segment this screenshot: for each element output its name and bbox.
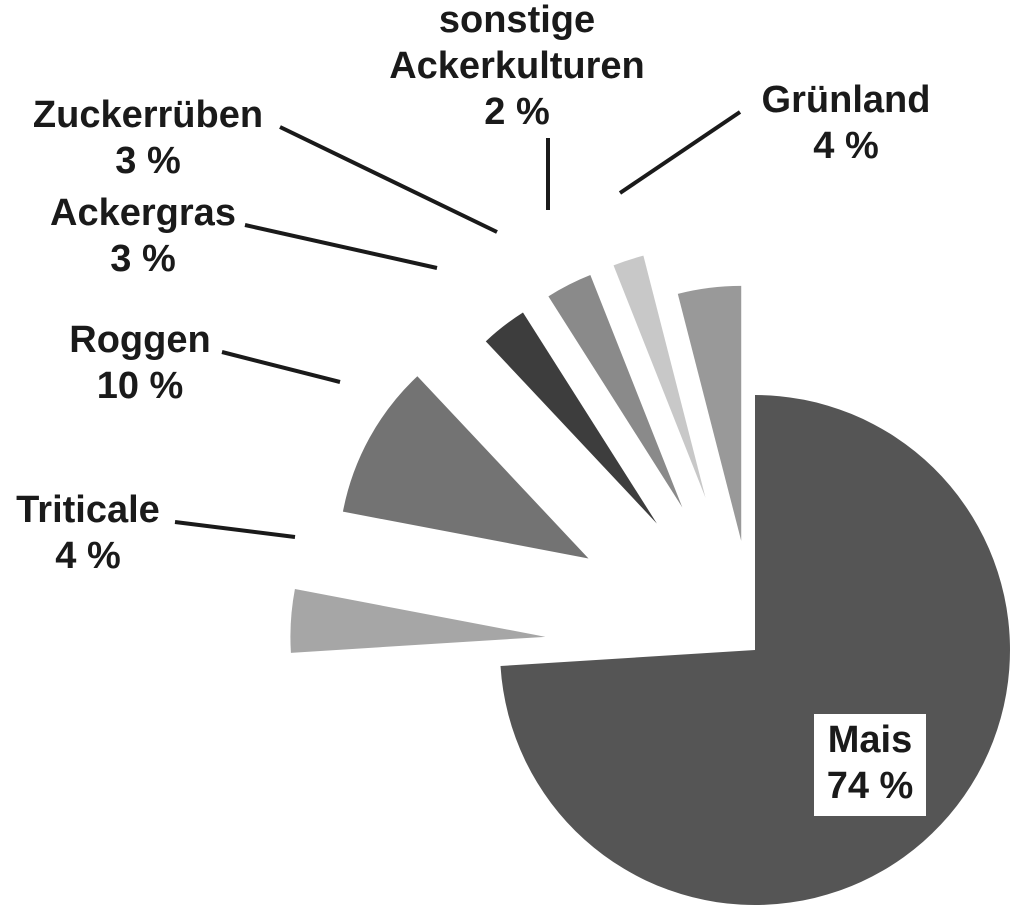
- slice-name-label: Roggen: [69, 319, 210, 361]
- leader-lines: [174, 110, 742, 539]
- pie-slice-roggen: [342, 376, 589, 559]
- slice-name-label: Grünland: [762, 79, 931, 121]
- pie-slice-mais: [500, 395, 1011, 905]
- slice-percent-label: 4 %: [55, 535, 120, 577]
- leader-line: [279, 125, 498, 234]
- slice-name-label: Triticale: [16, 489, 160, 531]
- slice-name-label: sonstige: [439, 0, 595, 41]
- slice-percent-label: 3 %: [110, 238, 175, 280]
- slice-percent-label: 4 %: [813, 125, 878, 167]
- label-box: [814, 714, 926, 816]
- slice-percent-label: 3 %: [115, 140, 180, 182]
- pie-slice-triticale: [290, 589, 546, 653]
- slice-percent-label: 74 %: [827, 765, 914, 807]
- leader-line: [244, 223, 438, 270]
- slice-name-label: Zuckerrüben: [33, 94, 263, 136]
- leader-line: [221, 350, 341, 384]
- slice-name-label: Ackergras: [50, 192, 236, 234]
- pie-slice-ackergras: [485, 312, 657, 524]
- slice-percent-label: 2 %: [484, 91, 549, 133]
- pie-slice-sonstige-ackerkulturen: [613, 255, 706, 498]
- slice-percent-label: 10 %: [97, 365, 184, 407]
- pie-slice-zuckerr-ben: [548, 274, 683, 508]
- leader-line: [618, 110, 742, 195]
- leader-line: [174, 520, 296, 539]
- slice-name-label: Mais: [828, 719, 912, 761]
- slice-name-label: Ackerkulturen: [389, 45, 645, 87]
- pie-slice-gr-nland: [677, 285, 742, 541]
